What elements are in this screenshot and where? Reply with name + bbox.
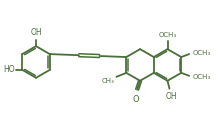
Text: O: O — [133, 95, 139, 104]
Text: OCH₃: OCH₃ — [192, 50, 210, 56]
Text: HO: HO — [4, 65, 15, 74]
Text: OH: OH — [30, 28, 42, 37]
Text: CH₃: CH₃ — [102, 78, 114, 84]
Text: OCH₃: OCH₃ — [192, 74, 210, 80]
Text: OH: OH — [166, 92, 177, 101]
Text: OCH₃: OCH₃ — [158, 32, 177, 38]
